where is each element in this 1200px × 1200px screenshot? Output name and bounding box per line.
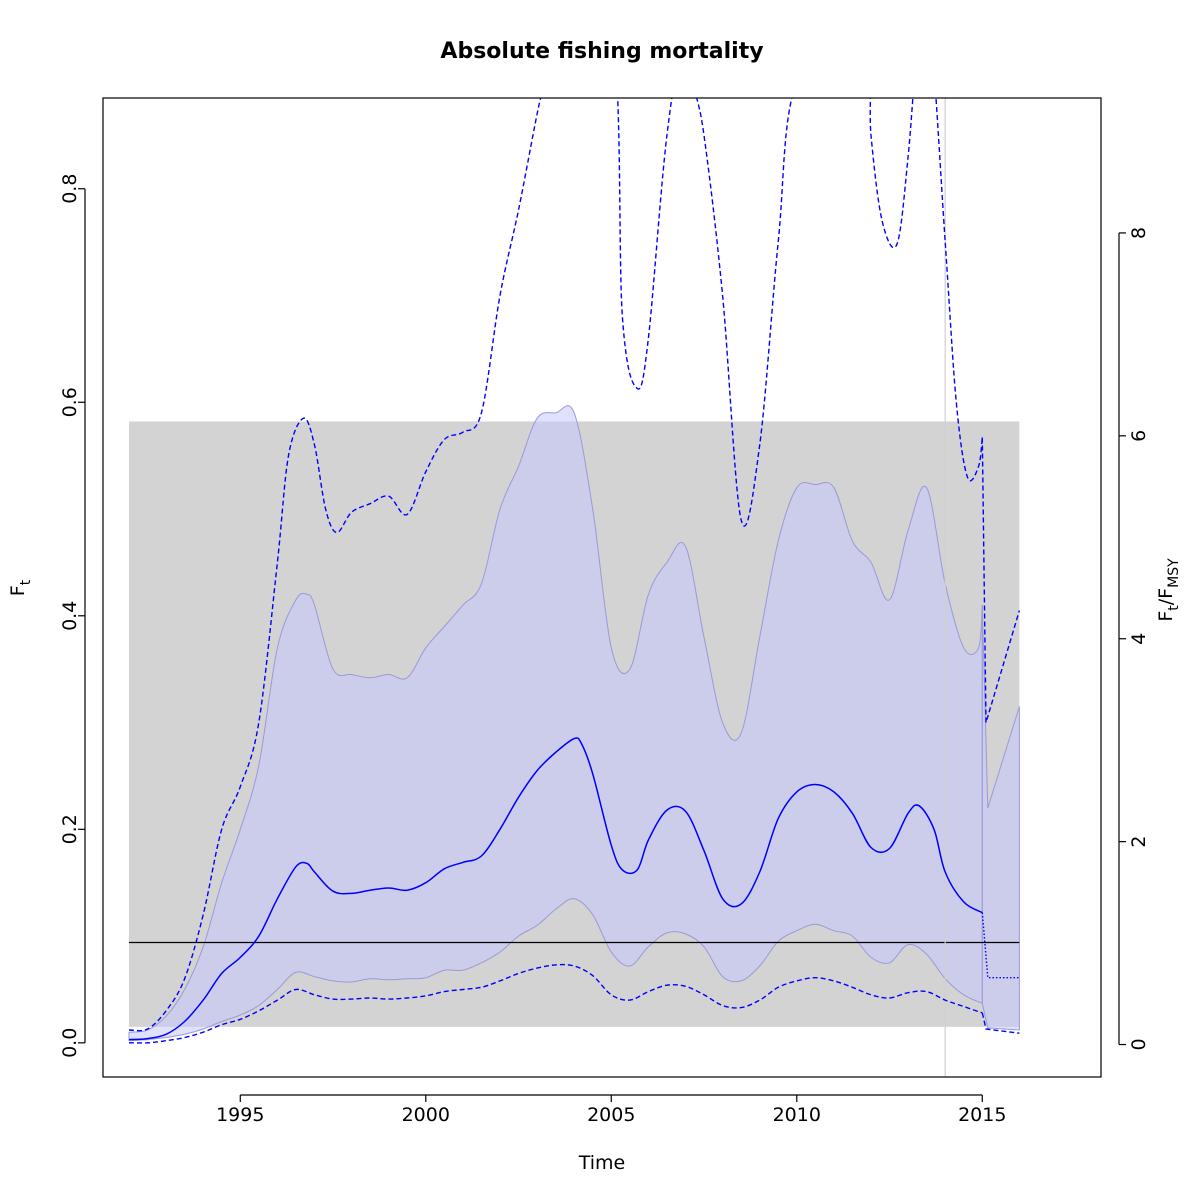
y2-tick-label: 8 [1128,227,1150,239]
estimate-line [128,737,983,1041]
x-tick-label: 1995 [216,1104,264,1126]
y-tick-label: 0.0 [59,1028,81,1058]
y2-axis-label-part-4: MSY [1166,558,1182,588]
y-tick-label: 0.6 [59,387,81,417]
lower-ci-line [128,963,983,1044]
y2-axis-label-part-1: F [1155,611,1177,622]
axes: 1995 2000 2005 2010 2015 0.0 0.2 0.4 0.6 0.8 0 2 4 6 8 [59,97,1150,1126]
y-axis-label-main: F [7,585,29,596]
forecast-band [981,605,1020,1031]
x-tick-label: 2005 [587,1104,635,1126]
y-tick-label: 0.8 [59,174,81,204]
x-tick-label: 2015 [958,1104,1006,1126]
y-tick-label: 0.2 [59,814,81,844]
y-axis-label-sub: t [18,579,34,585]
confidence-band [128,405,983,1042]
y2-axis-label-part-2: t [1166,605,1182,611]
y-axis-label: Ft [7,579,34,596]
y-tick-label: 0.4 [59,601,81,631]
y2-tick-label: 4 [1128,633,1150,645]
y2-axis-label-part-3: /F [1155,588,1177,605]
x-tick-label: 2010 [773,1104,821,1126]
x-tick-label: 2000 [402,1104,450,1126]
upper-ci-line [128,98,983,1032]
chart-title: Absolute fishing mortality [440,39,763,64]
x-axis-label: Time [578,1152,626,1174]
y2-tick-label: 0 [1128,1038,1150,1050]
y2-tick-label: 2 [1128,836,1150,848]
plot-frame [102,97,1102,1078]
forecast-estimate-line [981,912,1020,979]
y2-axis-label: Ft/FMSY [1155,558,1182,622]
plot-area [128,98,1021,1077]
y2-tick-label: 6 [1128,430,1150,442]
forecast-upper-line [981,437,1021,723]
forecast-lower-line [981,1012,1020,1034]
